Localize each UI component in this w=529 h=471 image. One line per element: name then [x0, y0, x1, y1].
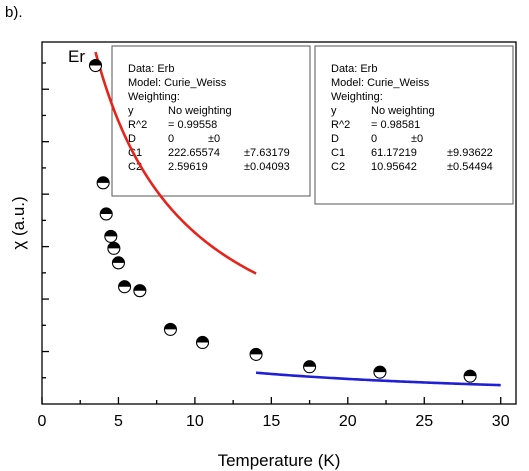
x-tick-label: 30	[492, 413, 510, 430]
data-point	[163, 322, 177, 336]
data-point	[111, 256, 126, 270]
fit-box-param-error: ±0.04093	[244, 161, 290, 173]
fit-box-param-value: = 0.99558	[168, 119, 217, 131]
x-tick-label: 5	[114, 413, 123, 430]
data-point	[99, 207, 113, 221]
fit-box-param-name: R^2	[331, 119, 350, 131]
fit-box-param-error: ±0	[208, 133, 220, 145]
fit-box-param-value: 2.59619	[168, 161, 208, 173]
fit-box-header-line: Weighting:	[331, 91, 383, 103]
fit-box-group: Data: Erb Model: Curie_Weiss Weighting: y No…	[111, 45, 514, 205]
plot-frame	[41, 41, 517, 405]
fit-box-param-name: D	[128, 133, 136, 145]
fit-box-param-value: 0	[371, 133, 377, 145]
data-point	[107, 241, 121, 255]
fit-box-param-value: = 0.98581	[371, 119, 420, 131]
fit-box-param-name: C2	[331, 161, 345, 173]
x-tick-label: 15	[262, 413, 280, 430]
fit-box-param-error: ±0.54494	[447, 161, 493, 173]
x-axis-title: Temperature (K)	[218, 451, 341, 470]
fit-box-param-name: R^2	[128, 119, 147, 131]
fit-box-param-name: y	[331, 105, 337, 117]
x-tick-label: 10	[186, 413, 204, 430]
data-point	[195, 335, 210, 350]
panel-label: b).	[5, 4, 23, 21]
data-point	[249, 347, 263, 361]
fit-box-2: Data: Erb Model: Curie_Weiss Weighting: y No…	[314, 45, 514, 205]
fit-box-header-line: Model: Curie_Weiss	[331, 77, 430, 89]
x-tick-label: 25	[415, 413, 433, 430]
axes	[41, 41, 517, 405]
fit-curves	[94, 51, 501, 387]
data-point	[303, 360, 317, 374]
fit-box-header-line: Data: Erb	[128, 63, 174, 75]
fit-curve-2	[255, 371, 501, 387]
fit-box-param-error: ±7.63179	[244, 147, 290, 159]
data-point	[104, 229, 118, 243]
fit-curve-1	[94, 51, 257, 275]
y-axis-title: χ (a.u.)	[9, 196, 28, 249]
fit-box-param-name: y	[128, 105, 134, 117]
fit-box-param-error: ±0	[411, 133, 423, 145]
fit-box-param-value: 10.95642	[371, 161, 417, 173]
series-label: Er	[68, 47, 85, 66]
data-point	[133, 284, 147, 298]
fit-box-param-value: 61.17219	[371, 147, 417, 159]
fit-box-param-name: D	[331, 133, 339, 145]
fit-box-frame	[314, 45, 514, 205]
fit-box-param-name: C1	[331, 147, 345, 159]
fit-box-header-line: Weighting:	[128, 91, 180, 103]
fit-box-param-value: 0	[168, 133, 174, 145]
fit-box-header-line: Model: Curie_Weiss	[128, 77, 227, 89]
fit-box-param-value: No weighting	[168, 105, 232, 117]
fit-box-param-error: ±9.93622	[447, 147, 493, 159]
data-point	[96, 176, 110, 190]
data-point	[118, 280, 132, 294]
data-point	[88, 58, 103, 73]
data-points	[88, 58, 477, 383]
fit-box-param-value: No weighting	[371, 105, 435, 117]
fit-box-1: Data: Erb Model: Curie_Weiss Weighting: y No…	[111, 45, 311, 197]
data-point	[373, 365, 387, 379]
x-tick-label: 0	[38, 413, 47, 430]
axis-ticks: 0 5 10 15 20 25 30	[38, 62, 510, 430]
x-tick-label: 20	[339, 413, 357, 430]
fit-box-header-line: Data: Erb	[331, 63, 377, 75]
data-point	[463, 369, 477, 383]
fit-box-param-value: 222.65574	[168, 147, 220, 159]
